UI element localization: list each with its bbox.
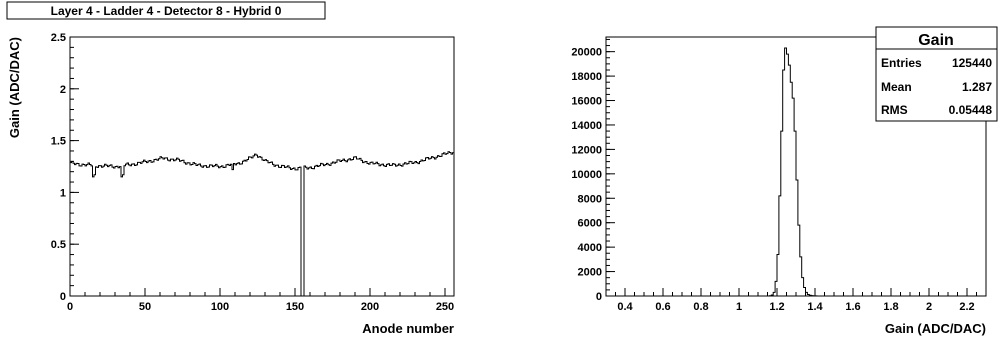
left-y-tick-label: 1.5 — [51, 136, 66, 148]
left-axes: 0 50 100 150 200 250 0 0.5 1 1.5 2 2.5 — [51, 32, 454, 313]
left-chart-title: Layer 4 - Ladder 4 - Detector 8 - Hybrid… — [51, 4, 282, 18]
right-y-tick-label: 2000 — [578, 267, 602, 279]
left-y-tick-label: 1 — [60, 187, 66, 199]
right-x-tick-label: 1 — [736, 301, 742, 313]
stats-rms-value: 0.05448 — [949, 103, 993, 117]
right-y-tick-label: 12000 — [571, 144, 602, 156]
right-x-tick-label: 1.4 — [807, 301, 823, 313]
left-x-axis-label: Anode number — [362, 321, 454, 336]
right-y-tick-label: 8000 — [578, 193, 602, 205]
stats-mean-value: 1.287 — [962, 80, 992, 94]
left-title-box: Layer 4 - Ladder 4 - Detector 8 - Hybrid… — [6, 1, 326, 20]
right-x-tick-label: 2.2 — [959, 301, 974, 313]
left-y-tick-label: 2 — [60, 84, 66, 96]
stats-entries-value: 125440 — [952, 56, 992, 70]
right-y-tick-label: 20000 — [571, 47, 602, 59]
right-y-tick-label: 18000 — [571, 71, 602, 83]
stats-rms-label: RMS — [881, 103, 908, 117]
right-x-tick-label: 1.2 — [769, 301, 784, 313]
left-y-tick-label: 0 — [60, 291, 66, 303]
left-y-tick-label: 2.5 — [51, 32, 66, 44]
right-histogram-outline — [606, 47, 986, 297]
right-x-axis-label: Gain (ADC/DAC) — [885, 321, 986, 336]
stats-box: Gain Entries 125440 Mean 1.287 RMS 0.054… — [875, 26, 998, 122]
left-x-tick-label: 150 — [286, 301, 304, 313]
right-y-tick-label: 14000 — [571, 120, 602, 132]
right-x-tick-label: 0.8 — [693, 301, 708, 313]
right-y-tick-label: 0 — [596, 291, 602, 303]
stats-title: Gain — [918, 32, 954, 49]
right-x-tick-label: 1.6 — [845, 301, 860, 313]
left-x-tick-label: 0 — [67, 301, 73, 313]
right-x-tick-label: 0.6 — [655, 301, 670, 313]
right-y-tick-label: 16000 — [571, 96, 602, 108]
left-x-tick-label: 100 — [211, 301, 229, 313]
right-y-tick-label: 10000 — [571, 169, 602, 181]
right-x-tick-label: 2 — [926, 301, 932, 313]
stats-mean-label: Mean — [881, 80, 912, 94]
left-series-line — [70, 151, 454, 297]
right-y-tick-label: 4000 — [578, 242, 602, 254]
left-x-tick-label: 250 — [436, 301, 454, 313]
left-x-tick-label: 200 — [361, 301, 379, 313]
stats-entries-label: Entries — [881, 56, 922, 70]
left-plot-frame — [69, 36, 455, 297]
left-y-axis-label: Gain (ADC/DAC) — [7, 37, 22, 138]
left-y-tick-label: 0.5 — [51, 239, 66, 251]
right-x-tick-label: 0.4 — [617, 301, 633, 313]
right-y-tick-label: 6000 — [578, 218, 602, 230]
left-x-tick-label: 50 — [139, 301, 151, 313]
right-x-tick-label: 1.8 — [883, 301, 898, 313]
